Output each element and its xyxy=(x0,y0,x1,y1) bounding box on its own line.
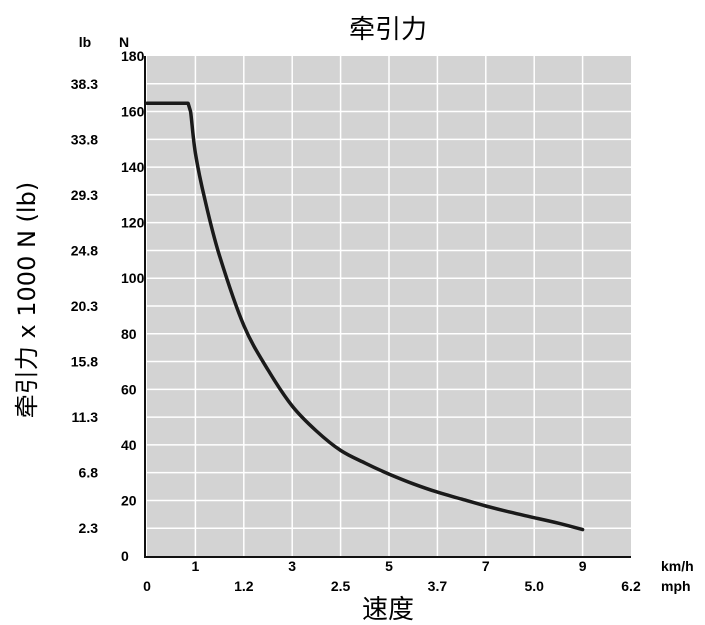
series-line xyxy=(145,101,585,532)
x-tick-label-kmh: 1 xyxy=(192,558,200,574)
y-tick-label-n: 140 xyxy=(121,159,145,175)
y-tick-label-n: 160 xyxy=(121,104,145,120)
y-tick-label-lb: 29.3 xyxy=(71,187,98,203)
x-tick-label-kmh: 9 xyxy=(579,558,587,574)
y-tick-label-n: 80 xyxy=(121,326,137,342)
y-tick-label-n: 60 xyxy=(121,381,137,397)
x-tick-label-mph: 3.7 xyxy=(428,578,448,594)
y-tick-label-lb: 24.8 xyxy=(71,242,98,258)
chart-title: 牵引力 xyxy=(349,15,427,45)
x-axis-title: 速度 xyxy=(362,595,414,625)
y-tick-label-lb: 20.3 xyxy=(71,298,98,314)
plot-area xyxy=(144,56,631,558)
y-tick-label-lb: 2.3 xyxy=(79,520,99,536)
y-tick-label-n: 40 xyxy=(121,437,137,453)
y-tick-label-lb: 6.8 xyxy=(79,465,99,481)
y-axis-title: 牵引力 x 1000 N (lb) xyxy=(13,182,41,418)
y-tick-label-n: 100 xyxy=(121,270,145,286)
x-tick-label-kmh: 3 xyxy=(288,558,296,574)
y-tick-label-n: 0 xyxy=(121,548,129,564)
y-tick-label-lb: 15.8 xyxy=(71,354,98,370)
x-tick-label-mph: 0 xyxy=(143,578,151,594)
x-tick-label-mph: 6.2 xyxy=(621,578,641,594)
x-unit-primary: km/h xyxy=(661,558,694,574)
x-tick-label-kmh: 7 xyxy=(482,558,490,574)
axis-ticks: 0 20 40 60 80 100 120 140 160 180 2.3 6.8 11.3 15.8 20… xyxy=(71,48,641,594)
y-tick-label-lb: 38.3 xyxy=(71,76,98,92)
x-tick-label-kmh: 5 xyxy=(385,558,393,574)
y-tick-label-n: 20 xyxy=(121,492,137,508)
x-unit-secondary: mph xyxy=(661,578,691,594)
x-tick-label-mph: 1.2 xyxy=(234,578,254,594)
x-tick-label-mph: 2.5 xyxy=(331,578,351,594)
y-unit-primary: N xyxy=(119,34,129,50)
y-tick-label-lb: 11.3 xyxy=(72,409,99,425)
y-unit-secondary: lb xyxy=(79,34,91,50)
y-tick-label-n: 180 xyxy=(121,48,145,64)
y-tick-label-n: 120 xyxy=(121,215,145,231)
x-tick-label-mph: 5.0 xyxy=(524,578,544,594)
y-tick-label-lb: 33.8 xyxy=(71,131,98,147)
